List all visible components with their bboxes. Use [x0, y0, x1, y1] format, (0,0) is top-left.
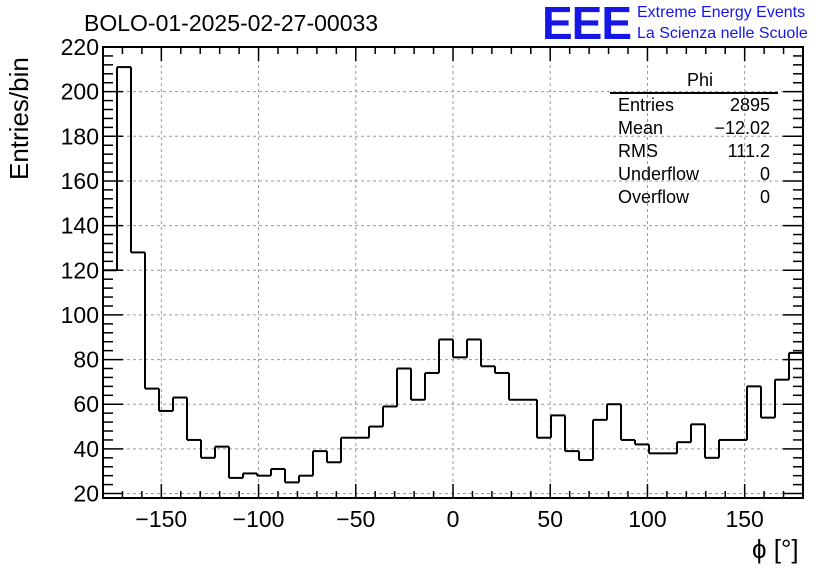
stats-row-overflow: Overflow 0	[610, 186, 778, 209]
stats-box: Phi Entries 2895 Mean −12.02 RMS 111.2 U…	[610, 70, 778, 209]
y-tick-label: 140	[61, 213, 99, 239]
stats-label: Overflow	[618, 187, 690, 207]
y-tick-label: 180	[61, 123, 99, 149]
stats-label: RMS	[618, 141, 658, 161]
stats-label: Mean	[618, 118, 664, 138]
x-tick-label: −50	[336, 506, 375, 532]
x-tick-label: 100	[628, 506, 666, 532]
stats-row-underflow: Underflow 0	[610, 163, 778, 186]
y-tick-label: 80	[73, 347, 99, 373]
histogram-bars	[103, 66, 803, 484]
x-axis-label: ϕ [°]	[752, 534, 799, 564]
y-tick-label: 220	[61, 34, 99, 60]
stats-row-mean: Mean −12.02	[610, 117, 778, 140]
y-tick-label: 40	[73, 436, 99, 462]
chart-title: BOLO-01-2025-02-27-00033	[84, 10, 379, 36]
y-tick-label: 120	[61, 257, 99, 283]
axis-ticks	[102, 46, 804, 498]
y-tick-label: 160	[61, 168, 99, 194]
stats-value: 111.2	[727, 141, 770, 161]
stats-value: −12.02	[714, 118, 770, 138]
stats-value: 0	[759, 187, 770, 207]
stats-value: 2895	[729, 95, 770, 115]
x-tick-label: −100	[233, 506, 285, 532]
eee-logo: EEE	[542, 0, 632, 49]
stats-title: Phi	[686, 70, 713, 90]
stats-label: Entries	[618, 95, 675, 115]
stats-row-entries: Entries 2895	[610, 94, 778, 117]
stats-divider	[610, 92, 778, 94]
y-tick-label: 20	[73, 481, 99, 507]
x-tick-label: −150	[135, 506, 187, 532]
y-axis-label: Entries/bin	[4, 57, 34, 180]
stats-value: 0	[759, 164, 770, 184]
y-tick-label: 100	[61, 302, 99, 328]
stats-row-rms: RMS 111.2	[610, 140, 778, 163]
x-tick-label: 50	[537, 506, 563, 532]
y-tick-label: 200	[61, 79, 99, 105]
logo-caption-line2: La Scienza nelle Scuole	[637, 25, 808, 42]
logo-caption-line1: Extreme Energy Events	[637, 4, 806, 21]
y-tick-label: 60	[73, 391, 99, 417]
tick-labels: −150 −100 −50 0 50 100 150 20 40 60 80 100 120 140 160…	[61, 34, 764, 532]
x-tick-label: 150	[725, 506, 763, 532]
stats-label: Underflow	[618, 164, 700, 184]
x-tick-label: 0	[447, 506, 460, 532]
